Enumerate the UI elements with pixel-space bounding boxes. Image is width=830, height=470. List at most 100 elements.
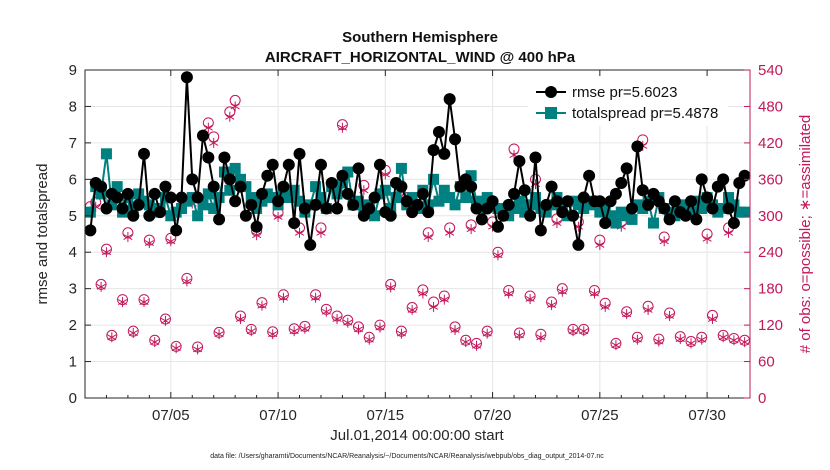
obs-assimilated-point (697, 334, 707, 345)
asterisk-stroke (466, 226, 476, 233)
obs-assimilated-point (316, 227, 326, 238)
rmse-point (293, 147, 306, 160)
grid (85, 70, 750, 398)
totalspread-point (310, 181, 322, 193)
totalspread-point (438, 184, 450, 196)
asterisk-stroke (273, 214, 283, 220)
asterisk-stroke (664, 313, 675, 319)
asterisk-stroke (300, 325, 310, 332)
obs-assimilated-point (707, 314, 718, 325)
obs-assimilated-point (257, 300, 267, 311)
asterisk-stroke (225, 113, 235, 120)
rmse-point (368, 191, 381, 204)
obs-assimilated-point (579, 326, 589, 337)
totalspread-point (470, 195, 482, 207)
totalspread-point (218, 166, 230, 178)
y-tick-label: 6 (69, 171, 77, 188)
obs-assimilated-point (171, 343, 181, 354)
totalspread-point (647, 217, 659, 229)
totalspread-point (315, 192, 327, 204)
rmse-point (121, 187, 134, 200)
obs-assimilated-point (386, 282, 396, 293)
rmse-point (497, 209, 510, 222)
obs-assimilated-point (552, 218, 562, 229)
obs-assimilated-point (445, 227, 455, 238)
y-right-tick-label: 540 (758, 62, 783, 79)
rmse-point (502, 198, 515, 211)
asterisk-stroke (568, 328, 578, 335)
obs-assimilated-point (123, 232, 133, 243)
totalspread-point (235, 173, 247, 185)
totalspread-point (610, 217, 622, 229)
rmse-point (626, 202, 639, 215)
obs-assimilated-point (654, 336, 664, 347)
rmse-point (100, 202, 113, 215)
asterisk-stroke (439, 296, 449, 303)
obs-assimilated-point (246, 326, 256, 337)
asterisk-stroke (471, 342, 482, 349)
asterisk-stroke (396, 330, 406, 337)
series-lines (84, 71, 751, 251)
rmse-point (556, 206, 569, 219)
y-right-tick-label: 180 (758, 281, 783, 298)
rmse-point (706, 202, 719, 215)
rmse-point (486, 195, 499, 208)
asterisk-stroke (230, 103, 240, 110)
totalspread-point (680, 199, 692, 211)
asterisk-stroke (740, 339, 750, 346)
asterisk-stroke (182, 278, 192, 285)
rmse-point (298, 202, 311, 215)
obs-assimilated-point (225, 111, 235, 122)
asterisk-stroke (632, 336, 642, 343)
totalspread-point (213, 192, 225, 204)
obs-assimilated-point (193, 344, 203, 355)
rmse-point (143, 209, 156, 222)
obs-assimilated-point (514, 330, 524, 341)
rmse-point (738, 169, 751, 182)
rmse-point (137, 147, 150, 160)
obs-assimilated-point (600, 301, 610, 312)
obs-assimilated-point (289, 326, 299, 337)
obs-assimilated-point (396, 328, 406, 339)
totalspread-point (460, 192, 472, 204)
rmse-point (470, 202, 483, 215)
rmse-point (722, 202, 735, 215)
rmse-point (685, 195, 698, 208)
rmse-point (540, 198, 553, 211)
asterisk-stroke (504, 290, 514, 297)
asterisk-stroke (595, 242, 605, 248)
asterisk-stroke (150, 339, 160, 346)
totalspread-point (696, 202, 708, 214)
totalspread-point (433, 195, 445, 207)
rmse-point (250, 220, 263, 233)
obs-assimilated-point (611, 340, 621, 351)
rmse-point (239, 209, 252, 222)
totalspread-point (508, 202, 520, 214)
asterisk-stroke (96, 283, 106, 290)
rmse-point (180, 71, 193, 84)
obs-assimilated-point (659, 236, 669, 247)
y-right-tick-label: 60 (758, 354, 775, 371)
totalspread-point (406, 192, 418, 204)
obs-assimilated-point (675, 334, 685, 345)
totalspread-point (133, 188, 145, 200)
x-tick-label: 07/10 (259, 407, 297, 424)
rmse-point (427, 144, 440, 157)
asterisk-stroke (536, 334, 546, 341)
rmse-point (234, 180, 247, 193)
obs-assimilated-point (353, 324, 364, 335)
obs-assimilated-point (203, 122, 213, 133)
totalspread-point (245, 192, 257, 204)
asterisk-stroke (707, 316, 718, 322)
y-right-tick-label: 300 (758, 208, 783, 225)
asterisk-stroke (171, 345, 181, 352)
rmse-point (395, 180, 408, 193)
obs-assimilated-point (209, 137, 219, 148)
asterisk-stroke (482, 330, 492, 337)
rmse-point (245, 198, 258, 211)
asterisk-stroke (332, 316, 342, 322)
rmse-point (272, 195, 285, 208)
rmse-point (282, 158, 295, 171)
obs-assimilated-point (525, 293, 535, 304)
obs-assimilated-point (418, 288, 428, 299)
